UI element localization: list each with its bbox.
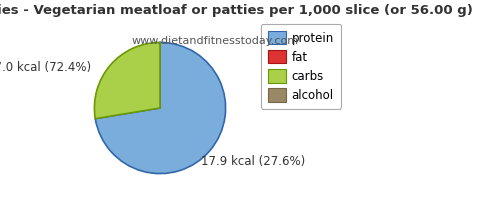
Wedge shape — [94, 42, 160, 119]
Text: Calories - Vegetarian meatloaf or patties per 1,000 slice (or 56.00 g): Calories - Vegetarian meatloaf or pattie… — [0, 4, 472, 17]
Legend: protein, fat, carbs, alcohol: protein, fat, carbs, alcohol — [261, 24, 341, 109]
Text: 47.0 kcal (72.4%): 47.0 kcal (72.4%) — [0, 61, 91, 74]
Wedge shape — [96, 42, 226, 174]
Text: 17.9 kcal (27.6%): 17.9 kcal (27.6%) — [200, 155, 305, 168]
Text: www.dietandfitnesstoday.com: www.dietandfitnesstoday.com — [132, 36, 298, 46]
